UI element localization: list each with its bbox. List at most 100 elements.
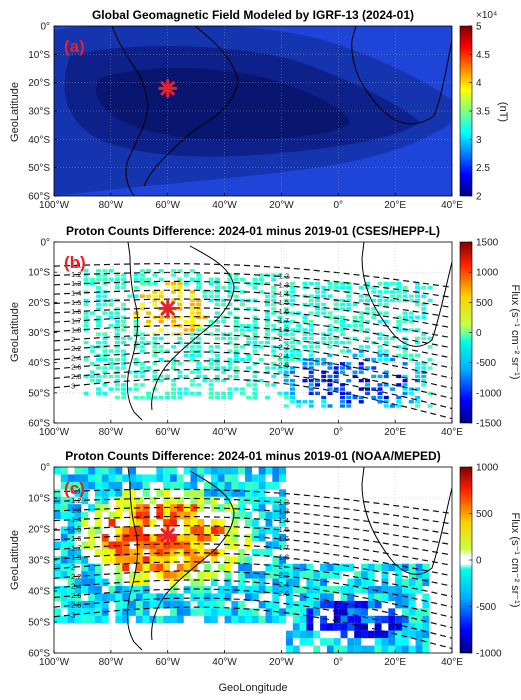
flux-cell (395, 638, 403, 646)
flux-cell (408, 608, 416, 616)
flux-cell (421, 294, 427, 298)
flux-cell (308, 357, 314, 362)
flux-cell (358, 298, 364, 303)
flux-cell (176, 608, 184, 616)
flux-cell (129, 608, 136, 616)
flux-cell (308, 298, 314, 303)
flux-cell (299, 638, 307, 646)
colorbar-tick-label: 1000 (476, 463, 499, 474)
flux-cell (214, 290, 220, 294)
flux-cell (408, 400, 414, 404)
flux-cell (163, 600, 171, 609)
flux-cell (308, 391, 314, 396)
y-tick-label: 50°S (28, 163, 50, 174)
panel-a: Global Geomagnetic Field Modeled by IGRF… (9, 8, 509, 211)
flux-cell (169, 481, 177, 490)
flux-cell (177, 340, 183, 345)
flux-cell (308, 353, 314, 358)
flux-cell (383, 298, 389, 303)
flux-cell (245, 519, 252, 527)
flux-cell (210, 533, 218, 542)
y-tick-label: 30°S (28, 556, 50, 567)
l-shell-label: 1.4 (71, 289, 81, 298)
flux-cell (265, 548, 273, 557)
flux-cell (239, 324, 245, 328)
flux-cell (279, 615, 287, 624)
flux-cell (67, 563, 75, 572)
flux-cell (245, 563, 252, 572)
flux-cell (233, 273, 239, 277)
flux-cell (88, 467, 96, 475)
flux-cell (251, 489, 259, 497)
flux-cell (408, 353, 414, 358)
flux-cell (296, 349, 302, 353)
l-shell-label: 1.2 (279, 497, 289, 506)
flux-cell (196, 286, 202, 290)
marker-b (158, 298, 178, 318)
flux-cell (189, 324, 195, 328)
flux-cell (152, 370, 158, 374)
flux-cell (289, 311, 295, 315)
flux-cell (96, 307, 102, 311)
flux-cell (94, 563, 102, 572)
flux-cell (246, 395, 252, 400)
flux-cell (321, 340, 327, 345)
flux-cell (114, 387, 120, 391)
flux-cell (177, 269, 183, 273)
flux-cell (214, 286, 220, 290)
flux-cell (347, 563, 355, 572)
flux-cell (204, 533, 212, 542)
flux-cell (396, 345, 402, 349)
flux-cell (122, 615, 130, 624)
flux-cell (208, 378, 214, 383)
flux-cell (204, 586, 212, 594)
flux-cell (217, 600, 225, 609)
flux-cell (189, 332, 195, 336)
l-shell-contour (54, 289, 452, 319)
flux-cell (292, 563, 300, 572)
flux-cell (289, 332, 295, 336)
panel-c-title: Proton Counts Difference: 2024-01 minus … (65, 449, 440, 463)
flux-cell (121, 366, 127, 370)
flux-cell (60, 556, 68, 564)
flux-cell (402, 387, 408, 391)
flux-cell (135, 519, 143, 527)
flux-cell (142, 474, 150, 482)
flux-cell (190, 586, 198, 594)
flux-cell (122, 586, 130, 594)
flux-cell (183, 526, 191, 535)
flux-cell (279, 504, 287, 512)
flux-cell (326, 593, 334, 601)
flux-cell (221, 391, 227, 396)
flux-cell (289, 400, 295, 404)
flux-cell (427, 298, 433, 303)
flux-cell (264, 366, 270, 370)
flux-cell (139, 273, 145, 277)
flux-cell (177, 286, 183, 290)
flux-cell (88, 593, 96, 601)
flux-cell (204, 600, 212, 609)
flux-cell (239, 290, 245, 294)
flux-cell (289, 378, 295, 383)
flux-cell (292, 586, 300, 594)
flux-cell (285, 586, 293, 594)
flux-cell (402, 328, 408, 332)
flux-cell (163, 615, 171, 624)
flux-cell (190, 489, 198, 497)
flux-cell (204, 481, 212, 490)
flux-cell (233, 349, 239, 353)
flux-cell (314, 294, 320, 298)
panel-b-label: (b) (64, 253, 86, 272)
flux-cell (371, 298, 377, 303)
flux-cell (361, 630, 368, 639)
flux-cell (283, 349, 289, 353)
flux-cell (190, 519, 198, 527)
flux-cell (121, 328, 127, 332)
south-america-coast-a (111, 26, 149, 196)
l-shell-contour (54, 606, 452, 650)
flux-cell (231, 533, 239, 542)
flux-cell (149, 496, 157, 505)
flux-cell (149, 600, 157, 609)
flux-cell (265, 615, 273, 624)
flux-cell (142, 481, 150, 490)
